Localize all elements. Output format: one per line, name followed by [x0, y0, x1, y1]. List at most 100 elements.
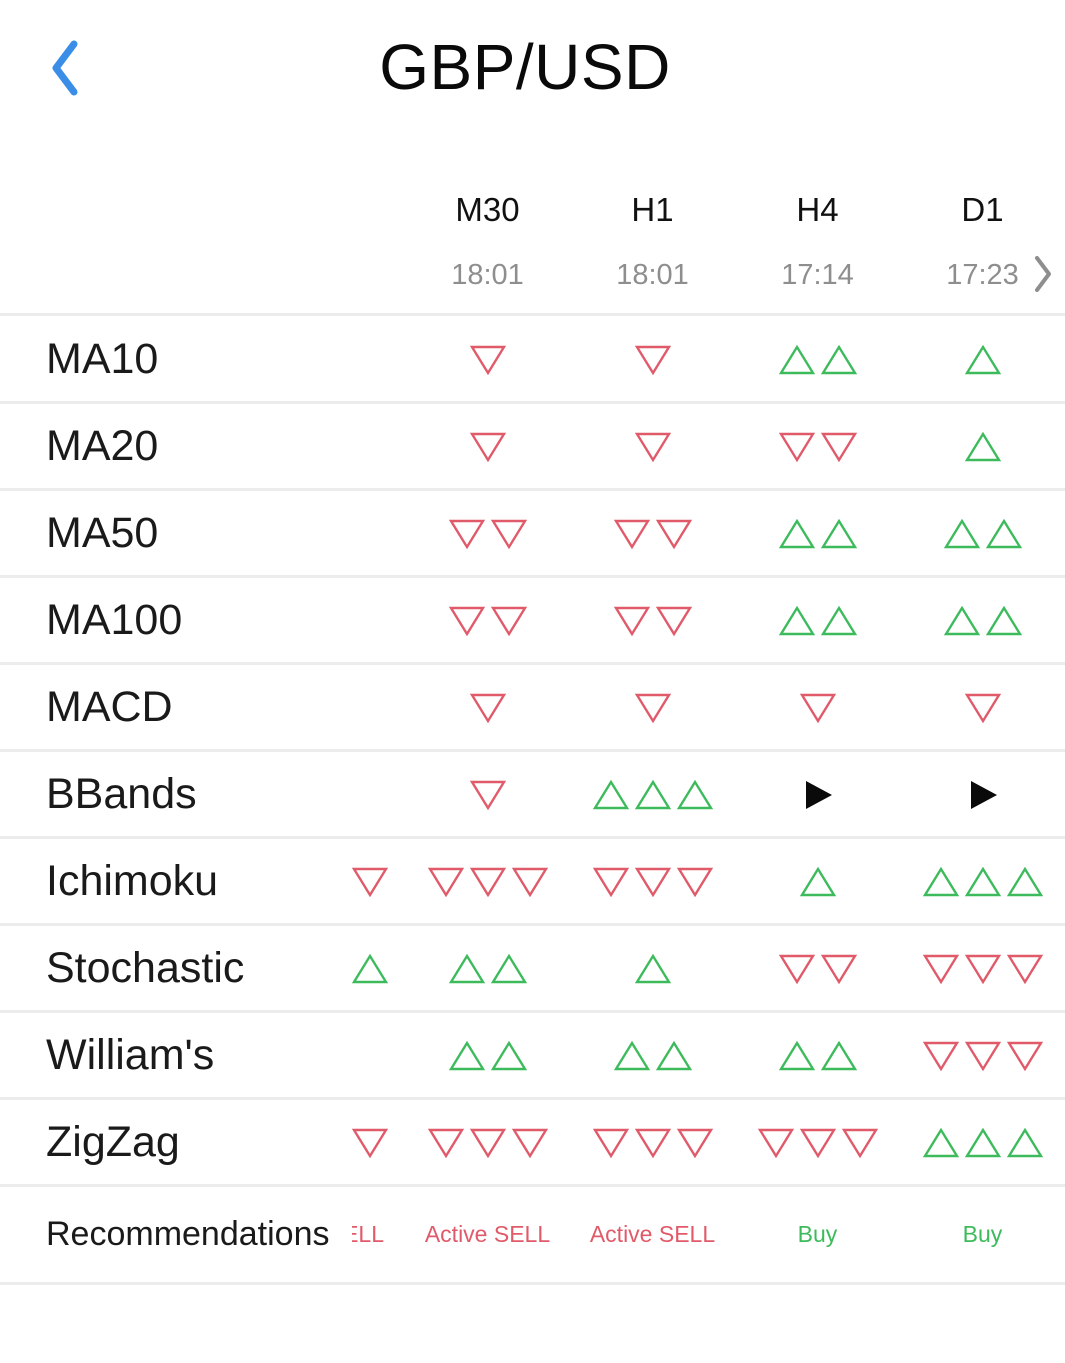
up-triangle-icon [820, 605, 857, 635]
up-triangle-icon [943, 518, 980, 548]
up-triangle-icon [448, 1040, 485, 1070]
timeframe-time: 18:01 [616, 259, 689, 291]
indicator-name: MA100 [46, 596, 183, 644]
timeframe-header: M30 18:01 H1 18:01 H4 17:14 D1 17:23 [0, 180, 1065, 314]
recommendation-text: Buy [797, 1220, 838, 1247]
indicator-name: MACD [46, 683, 173, 731]
down-triangle-icon [469, 867, 506, 897]
up-triangle-icon [778, 518, 815, 548]
indicator-row-ichimoku[interactable]: Ichimoku [0, 838, 1065, 925]
up-signal-2 [613, 1040, 692, 1070]
indicator-row-williams[interactable]: William's [0, 1012, 1065, 1099]
down-triangle-icon [511, 867, 548, 897]
down-triangle-icon [469, 345, 506, 375]
row-divider [0, 575, 1065, 578]
down-signal-2 [778, 432, 857, 462]
down-triangle-icon [613, 606, 650, 636]
timeframe-column-h1[interactable]: H1 18:01 [570, 180, 735, 310]
up-triangle-icon [634, 779, 671, 809]
chevron-left-icon [52, 40, 78, 96]
timeframe-column-h4[interactable]: H4 17:14 [735, 180, 900, 310]
signal-cell-m30 [405, 751, 570, 838]
up-triangle-icon [634, 953, 671, 983]
up-triangle-icon [778, 605, 815, 635]
row-divider [0, 488, 1065, 491]
up-signal-2 [943, 605, 1022, 635]
down-triangle-icon [799, 1128, 836, 1158]
down-signal-2 [448, 519, 527, 549]
indicator-name: MA20 [46, 422, 159, 470]
offscreen-recommendation: Active SELL [352, 1186, 384, 1282]
up-triangle-icon [448, 953, 485, 983]
up-signal-2 [778, 344, 857, 374]
signal-cell-m30 [405, 490, 570, 577]
down-triangle-icon [655, 519, 692, 549]
row-divider [0, 1010, 1065, 1013]
neutral-signal-1 [970, 780, 997, 809]
down-signal-2 [778, 954, 857, 984]
down-triangle-icon [469, 693, 506, 723]
signal-cell-h4 [735, 925, 900, 1012]
down-triangle-icon [448, 519, 485, 549]
timeframe-column-m30[interactable]: M30 18:01 [405, 180, 570, 310]
down-triangle-icon [634, 1128, 671, 1158]
row-divider [0, 313, 1065, 316]
down-triangle-icon [634, 345, 671, 375]
signal-cell-d1 [900, 577, 1065, 664]
down-triangle-icon [427, 1128, 464, 1158]
signal-cell-h1 [570, 490, 735, 577]
signal-cell-h4 [735, 403, 900, 490]
down-triangle-icon [592, 1128, 629, 1158]
signal-cell-m30 [405, 1012, 570, 1099]
indicator-row-macd[interactable]: MACD [0, 664, 1065, 751]
down-signal-3 [757, 1128, 878, 1158]
down-triangle-icon [820, 432, 857, 462]
up-signal-2 [448, 953, 527, 983]
up-triangle-icon [592, 779, 629, 809]
up-signal-3 [922, 866, 1043, 896]
down-triangle-icon [676, 867, 713, 897]
recommendation-cell-d1: Buy [900, 1186, 1065, 1282]
offscreen-signal-cell [352, 1099, 388, 1186]
down-triangle-icon [352, 867, 388, 897]
signal-cell-h4 [735, 838, 900, 925]
timeframe-label: H1 [631, 191, 674, 228]
up-signal-1 [964, 344, 1001, 374]
signal-cell-d1 [900, 1012, 1065, 1099]
down-triangle-icon [676, 1128, 713, 1158]
down-signal-1 [964, 693, 1001, 723]
signal-cell-h1 [570, 1099, 735, 1186]
down-triangle-icon [841, 1128, 878, 1158]
offscreen-signal-cell [352, 925, 388, 1012]
indicator-row-zigzag[interactable]: ZigZag [0, 1099, 1065, 1186]
offscreen-signal-cell [352, 838, 388, 925]
recommendations-row[interactable]: Recommendations Active SELL Active SELL Act… [0, 1186, 1065, 1282]
page-title: GBP/USD [379, 31, 671, 103]
signal-cell-m30 [405, 925, 570, 1012]
down-triangle-icon [778, 432, 815, 462]
up-signal-2 [778, 518, 857, 548]
indicator-row-ma10[interactable]: MA10 [0, 316, 1065, 403]
indicator-name: MA10 [46, 335, 159, 383]
indicator-row-ma20[interactable]: MA20 [0, 403, 1065, 490]
back-button[interactable] [44, 36, 88, 100]
indicator-row-ma50[interactable]: MA50 [0, 490, 1065, 577]
indicator-row-ma100[interactable]: MA100 [0, 577, 1065, 664]
next-timeframes-button[interactable] [1031, 252, 1055, 296]
down-triangle-icon [964, 693, 1001, 723]
down-signal-2 [448, 606, 527, 636]
signal-cell-h4 [735, 1012, 900, 1099]
down-triangle-icon [655, 606, 692, 636]
signal-cell-d1 [900, 316, 1065, 403]
indicator-row-stochastic[interactable]: Stochastic [0, 925, 1065, 1012]
up-triangle-icon [922, 1127, 959, 1157]
signal-cell-h4 [735, 490, 900, 577]
up-triangle-icon [985, 605, 1022, 635]
up-triangle-icon [613, 1040, 650, 1070]
indicator-row-bbands[interactable]: BBands [0, 751, 1065, 838]
signal-cell-h1 [570, 316, 735, 403]
row-divider [0, 401, 1065, 404]
down-triangle-icon [799, 693, 836, 723]
timeframe-time: 18:01 [451, 259, 524, 291]
timeframe-column-d1[interactable]: D1 17:23 [900, 180, 1065, 310]
